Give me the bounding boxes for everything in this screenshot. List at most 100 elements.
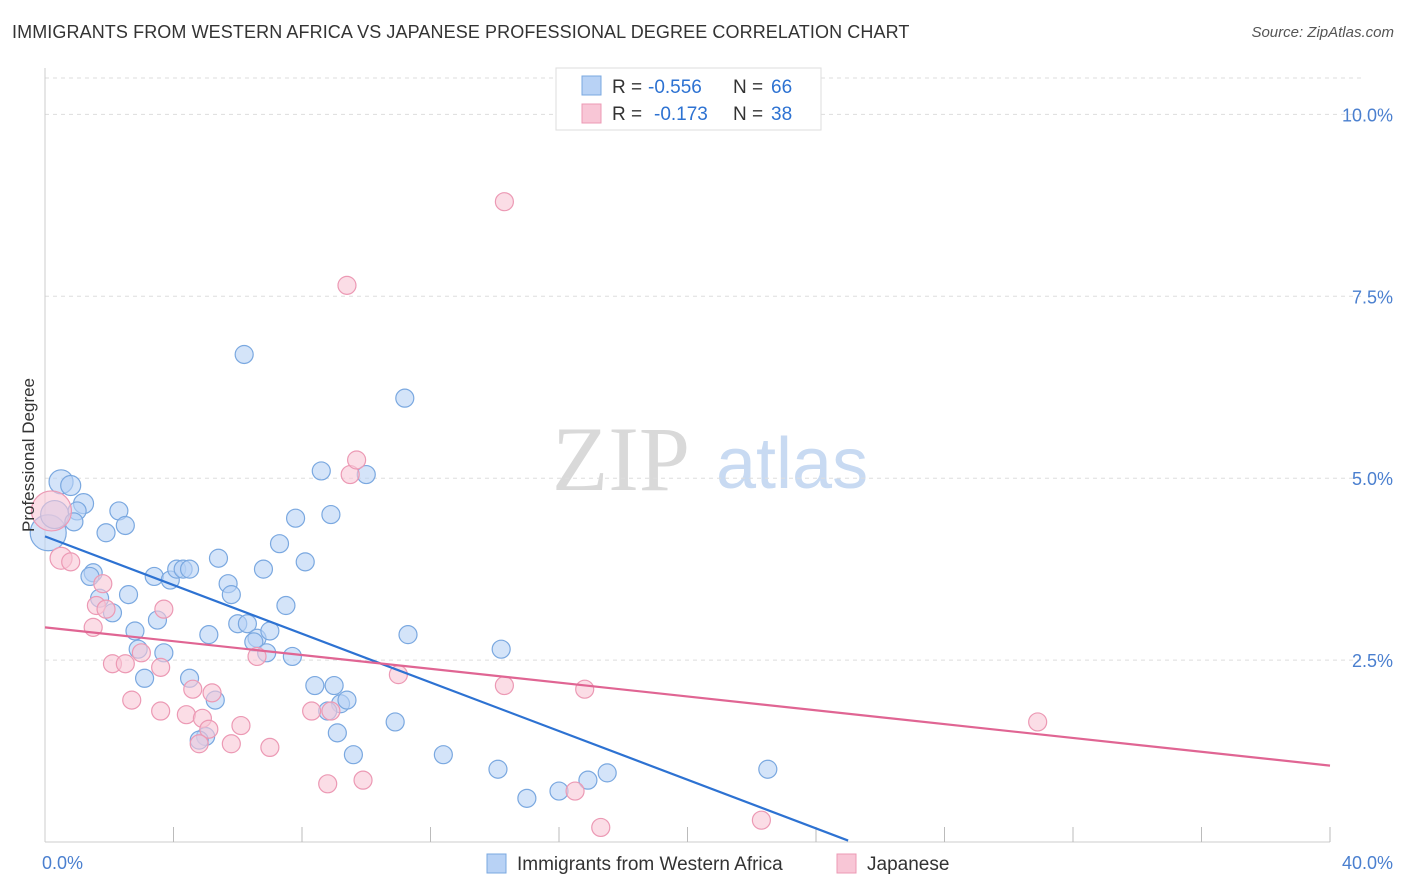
legend-r-label-pink: R =: [612, 104, 642, 125]
point-blue-22: [221, 585, 241, 605]
point-blue-55: [327, 723, 347, 743]
trend-line-blue: [44, 535, 849, 842]
point-pink-38: [1028, 712, 1048, 732]
point-pink-18: [199, 719, 219, 739]
point-blue-38: [134, 668, 155, 688]
point-blue-19: [179, 559, 200, 579]
point-pink-21: [231, 715, 251, 736]
x-tick-label-1: 40.0%: [1342, 853, 1393, 873]
point-blue-64: [578, 770, 598, 790]
point-blue-65: [597, 763, 617, 783]
point-pink-29: [353, 770, 373, 790]
legend-r-value-blue: -0.556: [648, 77, 702, 98]
point-pink-10: [115, 654, 135, 674]
bottom-legend-swatch-blue: [486, 853, 507, 874]
point-blue-25: [285, 508, 306, 528]
point-pink-25: [321, 701, 341, 721]
point-pink-30: [337, 275, 357, 295]
point-blue-62: [517, 788, 537, 808]
y-tick-label-0: 2.5%: [1352, 651, 1393, 671]
point-blue-57: [385, 712, 405, 732]
bottom-legend-label-blue: Immigrants from Western Africa: [517, 854, 783, 875]
point-pink-20: [221, 734, 241, 754]
point-blue-28: [321, 504, 341, 525]
point-pink-33: [494, 675, 514, 696]
watermark-atlas: atlas: [716, 424, 868, 504]
point-blue-14: [118, 585, 139, 605]
point-pink-14: [176, 705, 196, 725]
legend-r-label-blue: R =: [612, 77, 642, 98]
y-axis-label: Professional Degree: [19, 378, 38, 532]
legend: R = -0.556 N = 66 R = -0.173 N = 38: [555, 67, 822, 131]
point-pink-37: [751, 810, 771, 830]
point-blue-61: [488, 759, 508, 779]
point-blue-50: [337, 690, 357, 710]
point-blue-59: [433, 745, 453, 765]
point-blue-3: [60, 474, 82, 497]
axes: [44, 68, 1331, 843]
point-blue-9: [96, 523, 116, 543]
point-blue-34: [237, 614, 257, 634]
y-tick-label-2: 7.5%: [1352, 287, 1393, 307]
point-blue-63: [549, 781, 569, 801]
point-pink-7: [154, 599, 174, 619]
point-pink-22: [247, 646, 267, 667]
point-blue-58: [398, 625, 418, 645]
legend-n-label-pink: N =: [733, 104, 763, 125]
point-pink-0: [30, 490, 73, 532]
point-blue-46: [282, 646, 302, 667]
point-blue-60: [491, 639, 511, 659]
point-blue-66: [758, 759, 778, 779]
trend-line-pink: [44, 626, 1331, 767]
point-blue-20: [208, 548, 229, 568]
point-blue-47: [305, 675, 325, 696]
legend-r-value-pink: -0.173: [654, 104, 708, 125]
trend-lines: [44, 535, 1331, 842]
point-pink-12: [122, 690, 142, 710]
point-pink-28: [347, 450, 367, 470]
point-blue-27: [311, 461, 331, 481]
point-pink-32: [494, 192, 514, 212]
legend-n-label-blue: N =: [733, 77, 763, 98]
point-pink-36: [591, 817, 611, 838]
watermark-zip: ZIP: [552, 408, 690, 510]
point-pink-35: [565, 781, 585, 801]
bottom-legend: Immigrants from Western Africa Japanese: [486, 853, 949, 875]
point-pink-3: [93, 574, 113, 594]
watermark: ZIP atlas: [552, 408, 868, 510]
point-blue-30: [234, 344, 254, 365]
bottom-legend-label-pink: Japanese: [867, 854, 949, 875]
point-pink-11: [151, 657, 171, 677]
point-blue-32: [276, 595, 296, 616]
point-blue-23: [253, 559, 274, 579]
y-tick-label-3: 10.0%: [1342, 105, 1393, 125]
point-blue-56: [343, 745, 363, 765]
point-blue-41: [199, 625, 219, 645]
scatter-points: [29, 192, 1048, 838]
source-credit: Source: ZipAtlas.com: [1251, 24, 1394, 41]
point-pink-16: [202, 683, 222, 703]
point-pink-2: [61, 552, 81, 572]
point-pink-8: [131, 643, 151, 663]
point-pink-5: [96, 599, 116, 619]
point-blue-31: [395, 388, 415, 408]
point-blue-8: [115, 515, 135, 536]
point-pink-19: [189, 734, 209, 754]
point-pink-26: [318, 774, 338, 794]
point-blue-26: [295, 552, 315, 572]
point-pink-23: [260, 737, 280, 758]
point-pink-34: [575, 679, 595, 699]
point-blue-48: [324, 675, 344, 696]
legend-swatch-blue: [581, 75, 602, 96]
x-tick-label-0: 0.0%: [42, 853, 83, 873]
legend-n-value-blue: 66: [771, 77, 792, 98]
legend-swatch-pink: [581, 103, 602, 124]
y-tick-label-1: 5.0%: [1352, 469, 1393, 489]
tick-labels: 2.5% 5.0% 7.5% 10.0% 0.0% 40.0%: [42, 105, 1393, 873]
gridlines: [45, 77, 1365, 661]
point-pink-15: [183, 679, 203, 699]
point-pink-24: [302, 701, 322, 721]
legend-n-value-pink: 38: [771, 104, 792, 125]
point-pink-13: [151, 701, 171, 721]
